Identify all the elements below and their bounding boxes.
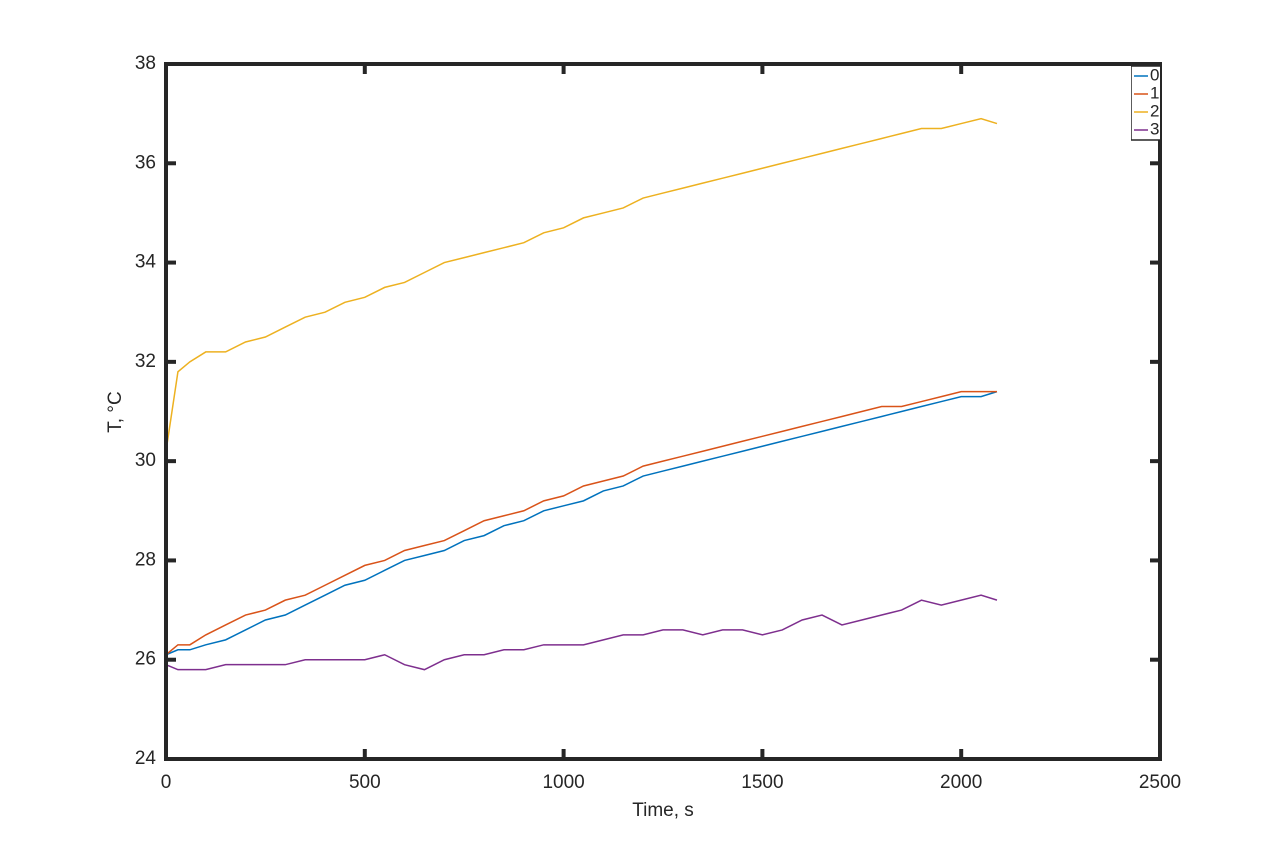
y-tick-label: 36 <box>135 152 156 173</box>
x-tick-label: 0 <box>161 772 172 793</box>
y-tick-label: 32 <box>135 351 156 372</box>
x-tick-label: 2500 <box>1139 772 1181 793</box>
data-line <box>165 594 998 671</box>
x-axis-label: Time, s <box>632 800 694 821</box>
y-tick-label: 24 <box>135 748 157 769</box>
legend-label: 30 <box>1150 119 1169 138</box>
y-tick-label: 30 <box>135 450 156 471</box>
legend-label: 10 <box>1150 83 1169 102</box>
data-line <box>165 390 997 656</box>
x-tick-label: 500 <box>349 772 381 793</box>
x-tick-label: 2000 <box>940 772 982 793</box>
y-tick-label: 34 <box>135 252 157 273</box>
y-tick-label: 28 <box>135 549 156 570</box>
plot-frame <box>164 62 1162 761</box>
data-line <box>165 390 998 656</box>
legend-label: 0 <box>1150 65 1159 84</box>
data-line <box>165 117 998 452</box>
legend-label: 20 <box>1150 101 1169 120</box>
x-tick-label: 1500 <box>741 772 783 793</box>
legend-box <box>1131 66 1160 141</box>
x-tick-label: 1000 <box>542 772 584 793</box>
y-tick-label: 38 <box>135 53 156 74</box>
y-axis-label: T, °C <box>105 391 126 432</box>
y-tick-label: 26 <box>135 649 156 670</box>
